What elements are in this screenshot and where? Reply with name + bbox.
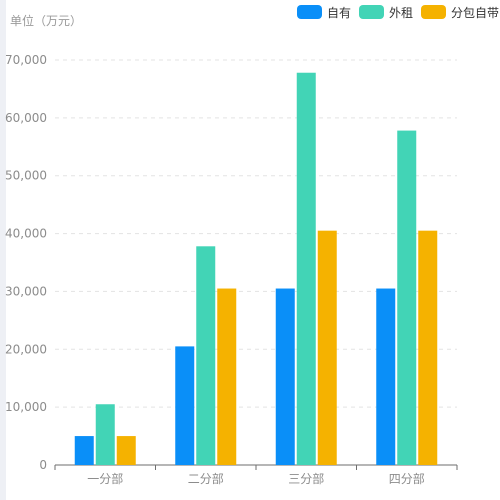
y-tick-label: 40,000 (5, 227, 47, 241)
y-tick-label: 70,000 (5, 53, 47, 67)
tick-labels: 0 10,000 20,000 30,000 40,000 50,000 60,000 70,… (5, 53, 425, 486)
bar[interactable] (418, 230, 438, 465)
y-tick-label: 60,000 (5, 111, 47, 125)
axes (54, 464, 458, 470)
x-tick-label: 二分部 (188, 471, 224, 486)
bar[interactable] (376, 288, 396, 465)
y-tick-label: 50,000 (5, 169, 47, 183)
legend-label-subcontract: 分包自带 (451, 5, 500, 20)
y-tick-label: 10,000 (5, 400, 47, 414)
left-edge-strip (0, 0, 6, 500)
legend-label-own: 自有 (327, 5, 352, 20)
bar[interactable] (196, 246, 216, 465)
bar[interactable] (95, 404, 115, 465)
legend: 自有 外租 分包自带 (297, 4, 500, 20)
bar[interactable] (217, 288, 237, 465)
legend-item-own[interactable]: 自有 (297, 4, 351, 21)
x-tick-label: 三分部 (288, 471, 324, 486)
legend-swatch-own (297, 5, 322, 19)
legend-label-rented: 外租 (389, 5, 414, 20)
bar[interactable] (397, 130, 417, 466)
legend-item-rented[interactable]: 外租 (359, 4, 413, 21)
legend-swatch-subcontract (421, 5, 447, 19)
bar[interactable] (116, 436, 136, 465)
y-tick-label: 0 (39, 458, 47, 472)
bar[interactable] (275, 288, 295, 465)
legend-item-subcontract[interactable]: 分包自带 (421, 4, 499, 21)
x-tick-label: 四分部 (389, 471, 425, 486)
unit-label: 单位（万元） (10, 14, 83, 28)
y-tick-label: 30,000 (5, 284, 47, 298)
bar[interactable] (74, 436, 94, 465)
grid-lines (55, 59, 457, 408)
y-tick-label: 20,000 (5, 342, 47, 356)
bar[interactable] (296, 72, 316, 465)
bars (74, 72, 438, 466)
bar[interactable] (175, 346, 195, 465)
bar[interactable] (317, 230, 337, 465)
x-tick-label: 一分部 (87, 471, 123, 486)
legend-swatch-rented (359, 5, 385, 19)
